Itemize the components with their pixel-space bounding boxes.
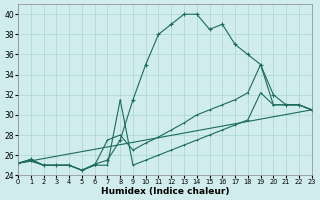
- X-axis label: Humidex (Indice chaleur): Humidex (Indice chaleur): [100, 187, 229, 196]
